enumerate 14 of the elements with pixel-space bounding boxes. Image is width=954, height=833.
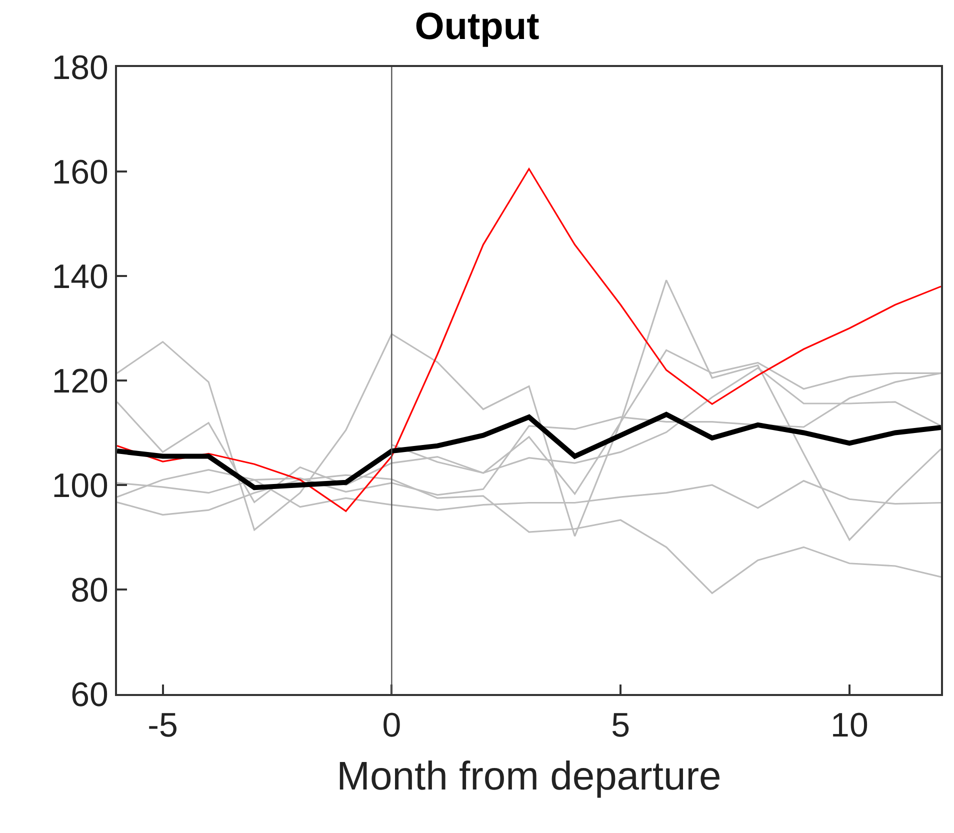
y-tick-label: 160 xyxy=(52,153,108,192)
x-tick-label: 10 xyxy=(830,706,868,745)
x-axis-title: Month from departure xyxy=(336,754,722,799)
y-tick-label: 60 xyxy=(70,676,108,714)
x-tick-label: -5 xyxy=(148,706,178,745)
y-tick-label: 80 xyxy=(70,571,108,610)
x-tick-label: 5 xyxy=(611,706,630,745)
y-tick-label: 100 xyxy=(52,466,108,505)
y-tick-label: 180 xyxy=(52,48,108,87)
y-tick-label: 140 xyxy=(52,258,108,296)
y-tick-label: 120 xyxy=(52,362,108,400)
chart-title: Output xyxy=(414,6,540,48)
x-tick-label: 0 xyxy=(382,706,402,745)
line-series xyxy=(117,168,941,512)
